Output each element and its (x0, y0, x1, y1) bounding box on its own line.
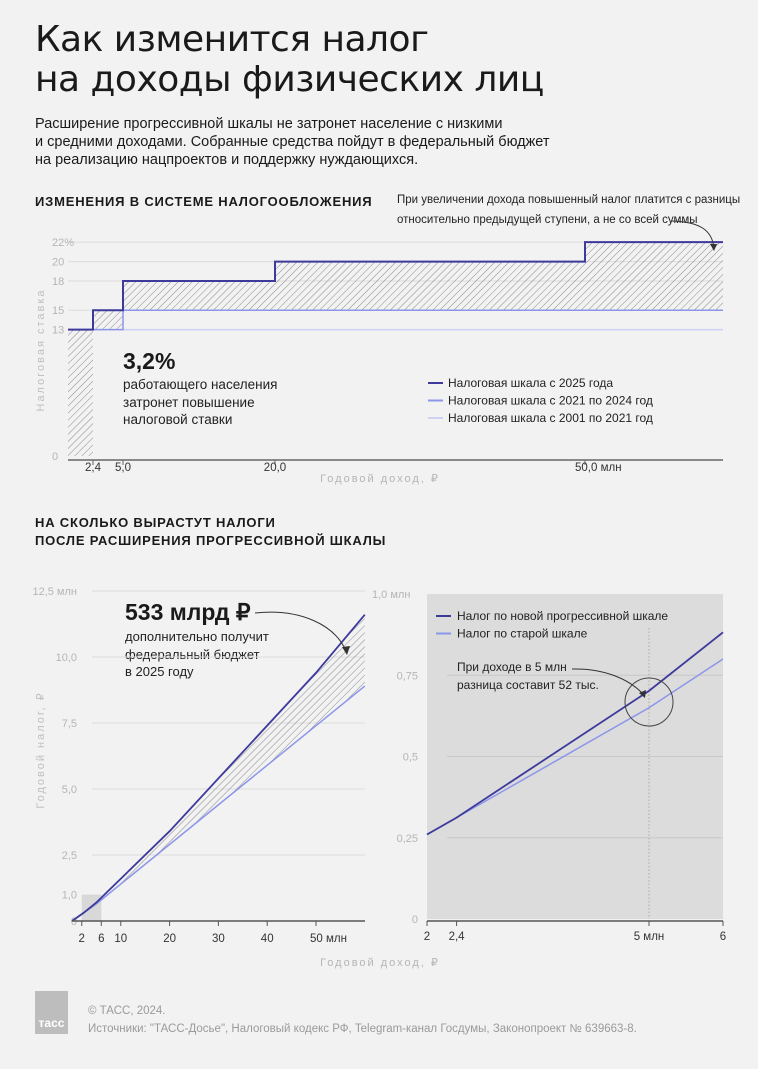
difference-note: При доходе в 5 млн разница составит 52 т… (457, 658, 599, 694)
y-tick-label: 2,5 (62, 850, 77, 862)
y-tick-label: 5,0 (62, 784, 77, 796)
lead-text: Расширение прогрессивной шкалы не затрон… (35, 115, 555, 169)
annotation-arrow (571, 668, 644, 695)
caption-line: дополнительно получит (125, 629, 269, 644)
x-tick-label: 2 (424, 931, 430, 943)
x-axis-title: Годовой доход, ₽ (320, 473, 440, 485)
stat-value-share: 3,2% (123, 348, 176, 374)
x-tick-label: 6 (98, 933, 104, 945)
title-line: на доходы физических лиц (35, 59, 544, 100)
tax-rate-step-chart: 0 13 15 18 20 22% 2,4 5,0 20,0 50,0 млн Годовой до… (35, 220, 723, 485)
annual-tax-zoom-chart: 0 0,25 0,5 0,75 1,0 млн Налог по новой прогре… (372, 589, 726, 943)
stat-caption-budget: дополнительно получит федеральный бюджет… (125, 628, 269, 681)
legend-label: Налог по старой шкале (457, 627, 588, 641)
hatch-extra-revenue (72, 614, 365, 921)
series-line-0 (426, 631, 724, 836)
x-tick-label: 5 млн (634, 931, 665, 943)
hatch-difference (123, 281, 275, 311)
y-tick-label: 0,75 (397, 670, 418, 682)
x-tick-label: 10 (114, 933, 127, 945)
caption-line: федеральный бюджет (125, 646, 260, 662)
x-axis-title: Годовой доход, ₽ (320, 957, 440, 969)
x-tick-label: 2,4 (449, 931, 466, 943)
y-axis-title: Годовой налог, ₽ (35, 691, 47, 808)
sources: Источники: "ТАСС-Досье", Налоговый кодек… (88, 1023, 637, 1035)
lead-line: и средними доходами. Собранные средства … (35, 134, 550, 150)
stat-caption-share: работающего населения затронет повышение… (123, 376, 277, 429)
stat-value-budget: 533 млрд ₽ (125, 599, 251, 625)
lead-line: Расширение прогрессивной шкалы не затрон… (35, 116, 503, 132)
note-line: относительно предыдущей ступени, а не со… (397, 214, 698, 226)
y-tick-label: 13 (52, 325, 64, 337)
hatch-tax-free-zone (68, 329, 93, 456)
section1-note: При увеличении дохода повышенный налог п… (397, 190, 740, 230)
x-tick-label: 50 млн (310, 933, 347, 945)
y-tick-label: 10,0 (56, 652, 77, 664)
y-tick-label: 22% (52, 237, 74, 249)
x-tick-label: 2,4 (85, 462, 102, 474)
copyright: © ТАСС, 2024. (88, 1005, 166, 1017)
highlight-circle (624, 677, 674, 727)
arrow-head (639, 690, 646, 698)
lead-line: на реализацию нацпроектов и поддержку ну… (35, 152, 419, 168)
caption-line: в 2025 году (125, 664, 194, 679)
caption-line: работающего населения (123, 377, 278, 392)
legend-label: Налоговая шкала с 2021 по 2024 год (448, 394, 653, 408)
y-tick-label: 0 (412, 914, 418, 926)
x-tick-label: 5,0 (115, 462, 131, 474)
y-tick-label: 1,0 (62, 890, 77, 902)
arrow-head (342, 646, 350, 655)
x-tick-label: 40 (261, 933, 274, 945)
legend-label: Налоговая шкала с 2025 года (448, 376, 613, 390)
logo-text: тасс (38, 1016, 65, 1030)
caption-line: затронет повышение (123, 394, 255, 410)
x-tick-label: 20 (163, 933, 176, 945)
hatch-difference (93, 310, 123, 330)
page-title: Как изменится налог на доходы физических… (35, 20, 544, 100)
y-tick-label: 0 (71, 916, 77, 928)
x-tick-label: 50,0 млн (575, 462, 622, 474)
x-tick-label: 6 (720, 931, 726, 943)
heading-line: ПОСЛЕ РАСШИРЕНИЯ ПРОГРЕССИВНОЙ ШКАЛЫ (35, 533, 387, 548)
section2-heading: НА СКОЛЬКО ВЫРАСТУТ НАЛОГИ ПОСЛЕ РАСШИРЕ… (35, 514, 386, 550)
arrow-head (710, 244, 717, 251)
note-line: При увеличении дохода повышенный налог п… (397, 194, 741, 206)
y-tick-label: 0,5 (403, 752, 418, 764)
caption-line: налоговой ставки (123, 412, 233, 427)
note-line: разница составит 52 тыс. (457, 678, 599, 692)
legend-label: Налоговая шкала с 2001 по 2021 год (448, 411, 653, 425)
annotation-arrow (671, 220, 715, 249)
heading-line: НА СКОЛЬКО ВЫРАСТУТ НАЛОГИ (35, 515, 276, 530)
x-tick-label: 30 (212, 933, 225, 945)
legend-label: Налог по новой прогрессивной шкале (457, 609, 668, 623)
y-tick-label: 0 (52, 451, 58, 463)
series-line-1 (426, 658, 724, 836)
y-tick-label: 18 (52, 276, 64, 288)
annotation-arrow (254, 611, 347, 652)
title-line: Как изменится налог (35, 19, 429, 60)
series-line-0 (71, 614, 366, 922)
y-tick-label: 0,25 (397, 833, 418, 845)
heading-text: ИЗМЕНЕНИЯ В СИСТЕМЕ НАЛОГООБЛОЖЕНИЯ (35, 194, 373, 209)
y-tick-label: 20 (52, 257, 64, 269)
y-tick-label: 12,5 млн (32, 586, 77, 598)
tass-logo: тасс (35, 991, 68, 1034)
section1-heading: ИЗМЕНЕНИЯ В СИСТЕМЕ НАЛОГООБЛОЖЕНИЯ (35, 193, 372, 211)
note-line: При доходе в 5 млн (457, 660, 567, 674)
y-tick-label: 1,0 млн (372, 589, 410, 601)
hatch-difference (585, 242, 723, 311)
series-line-1 (68, 309, 723, 331)
hatch-difference (275, 261, 585, 311)
y-tick-label: 15 (52, 305, 64, 317)
y-tick-label: 7,5 (62, 718, 77, 730)
y-axis-title: Налоговая ставка (35, 288, 47, 411)
x-tick-label: 20,0 (264, 462, 286, 474)
series-line-0 (68, 241, 723, 331)
x-tick-label: 2 (79, 933, 85, 945)
